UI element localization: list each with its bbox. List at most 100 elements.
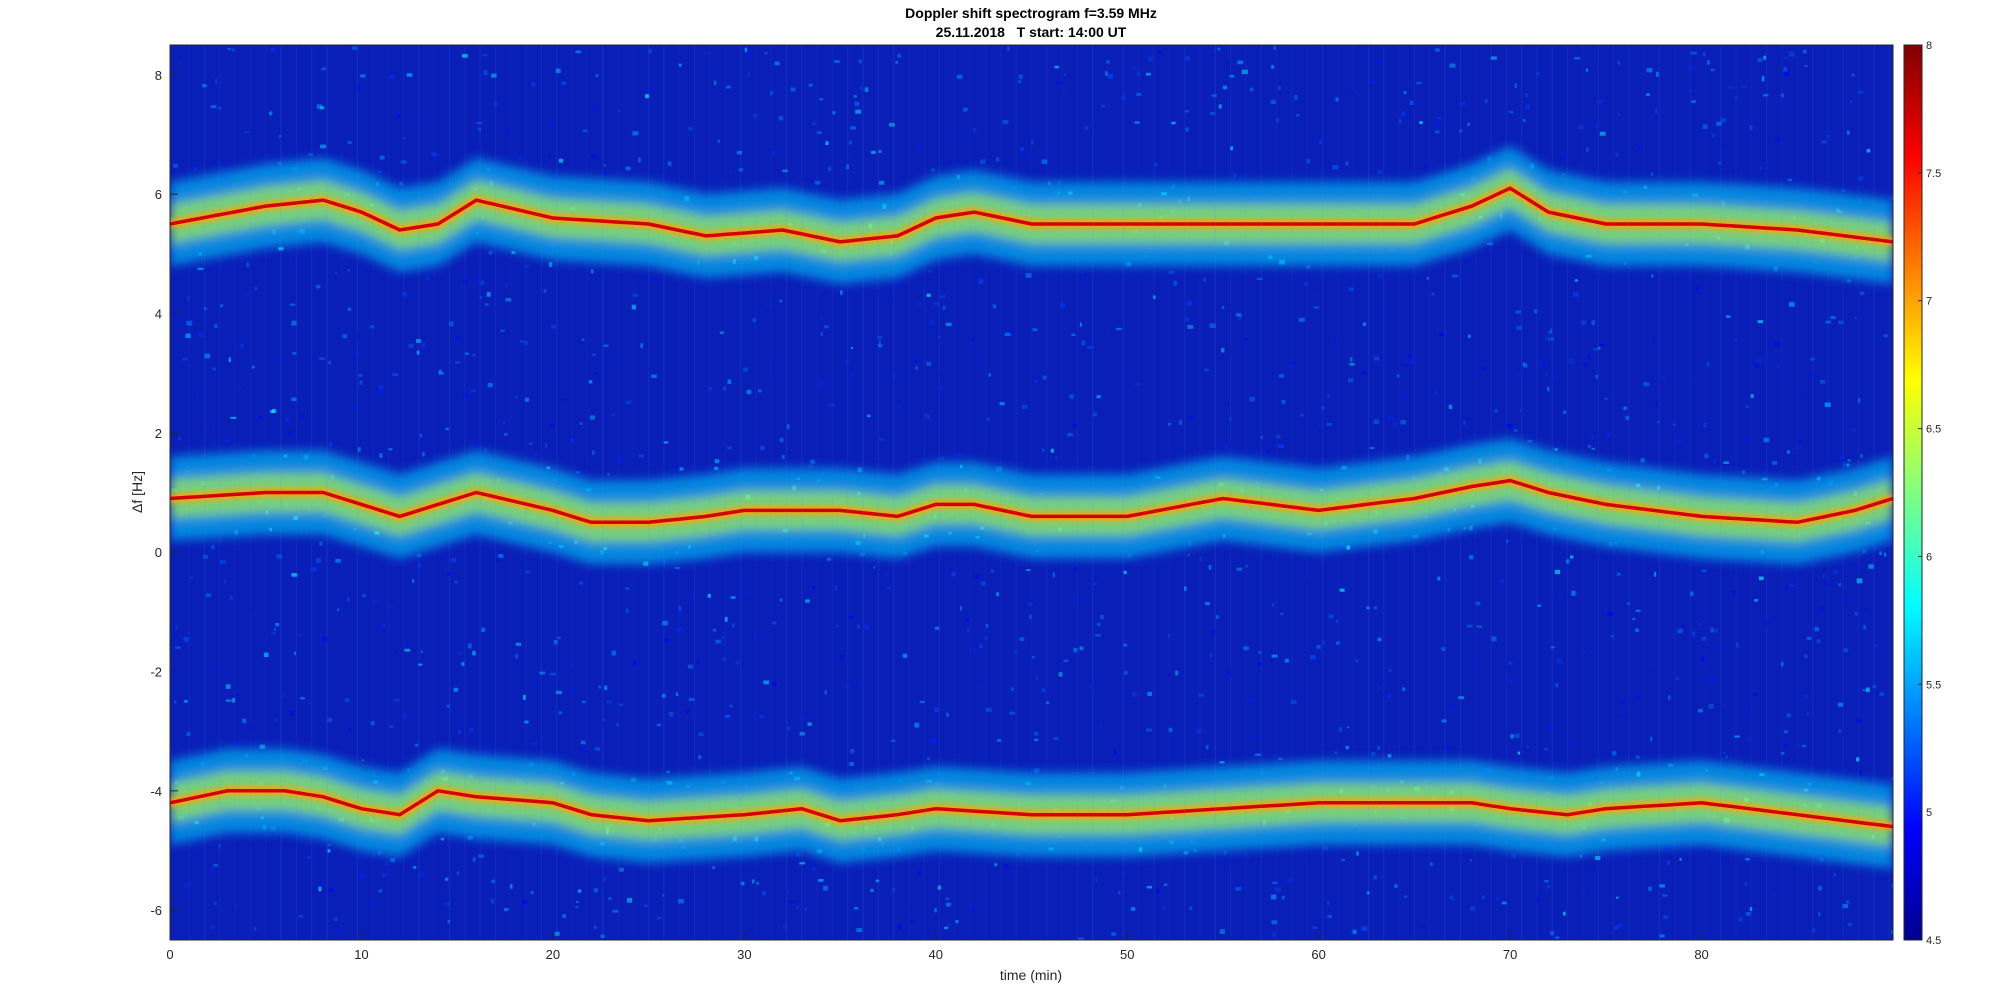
noise-speck bbox=[1135, 382, 1141, 386]
noise-speck bbox=[582, 129, 588, 133]
noise-speck bbox=[1502, 901, 1507, 905]
noise-speck bbox=[1087, 346, 1094, 349]
noise-speck bbox=[1763, 55, 1766, 60]
noise-speck bbox=[183, 637, 189, 642]
noise-speck bbox=[587, 719, 590, 724]
noise-speck bbox=[602, 171, 607, 177]
noise-speck bbox=[1640, 458, 1645, 463]
noise-speck bbox=[972, 648, 977, 653]
noise-speck bbox=[1234, 884, 1240, 889]
noise-speck bbox=[175, 625, 179, 629]
noise-speck bbox=[1189, 906, 1193, 911]
noise-speck bbox=[1028, 603, 1033, 606]
noise-speck bbox=[549, 262, 553, 267]
noise-speck bbox=[206, 593, 212, 598]
noise-speck bbox=[1187, 325, 1194, 329]
noise-speck bbox=[808, 83, 813, 87]
noise-speck bbox=[1466, 624, 1473, 628]
noise-speck bbox=[778, 116, 784, 121]
noise-speck bbox=[945, 322, 952, 327]
noise-speck bbox=[877, 335, 883, 340]
noise-speck bbox=[390, 858, 395, 863]
noise-speck bbox=[570, 663, 573, 668]
noise-speck bbox=[1701, 637, 1707, 641]
noise-speck bbox=[1031, 655, 1035, 659]
noise-speck bbox=[231, 48, 235, 52]
noise-speck bbox=[937, 335, 941, 338]
noise-speck bbox=[848, 140, 852, 145]
noise-speck bbox=[1688, 66, 1693, 71]
traces bbox=[170, 186, 1893, 829]
noise-speck bbox=[1031, 139, 1034, 145]
noise-speck bbox=[1544, 748, 1549, 751]
noise-speck bbox=[220, 304, 223, 307]
noise-speck bbox=[1225, 444, 1228, 449]
noise-speck bbox=[1205, 602, 1210, 606]
noise-speck bbox=[1816, 639, 1821, 643]
noise-speck bbox=[698, 732, 704, 737]
noise-speck bbox=[1830, 316, 1836, 320]
noise-speck bbox=[1718, 161, 1722, 165]
noise-speck bbox=[722, 636, 725, 639]
noise-speck bbox=[1806, 712, 1809, 715]
noise-speck bbox=[1237, 60, 1244, 65]
noise-speck bbox=[503, 908, 509, 912]
noise-speck bbox=[327, 843, 332, 847]
noise-speck bbox=[318, 886, 322, 892]
noise-speck bbox=[1781, 662, 1784, 667]
noise-speck bbox=[607, 473, 610, 476]
noise-speck bbox=[760, 445, 765, 451]
noise-speck bbox=[1349, 362, 1355, 366]
noise-speck bbox=[395, 112, 401, 116]
noise-speck bbox=[828, 403, 835, 407]
noise-speck bbox=[1826, 583, 1829, 587]
noise-speck bbox=[522, 905, 528, 908]
noise-speck bbox=[1448, 895, 1454, 900]
noise-speck bbox=[570, 438, 575, 443]
noise-speck bbox=[1025, 273, 1032, 278]
noise-speck bbox=[1784, 730, 1788, 734]
noise-speck bbox=[808, 464, 814, 469]
noise-speck bbox=[215, 79, 218, 84]
noise-speck bbox=[333, 917, 338, 921]
noise-speck bbox=[1236, 313, 1242, 317]
noise-speck bbox=[197, 267, 204, 270]
noise-speck bbox=[412, 579, 415, 583]
noise-speck bbox=[431, 152, 438, 157]
noise-speck bbox=[586, 457, 589, 460]
noise-speck bbox=[714, 466, 719, 471]
noise-speck bbox=[406, 73, 413, 77]
noise-speck bbox=[1781, 752, 1785, 755]
colorbar-tick-label: 7 bbox=[1926, 296, 1932, 308]
noise-speck bbox=[1225, 402, 1228, 405]
noise-speck bbox=[1328, 614, 1334, 619]
noise-speck bbox=[217, 107, 222, 110]
noise-speck bbox=[1500, 579, 1504, 583]
noise-speck bbox=[1511, 853, 1516, 858]
noise-speck bbox=[1842, 904, 1849, 909]
noise-speck bbox=[1175, 670, 1179, 676]
noise-speck bbox=[727, 379, 732, 384]
noise-speck bbox=[1802, 49, 1807, 54]
noise-speck bbox=[1470, 859, 1472, 862]
noise-speck bbox=[1708, 703, 1714, 709]
noise-speck bbox=[347, 597, 350, 602]
noise-speck bbox=[270, 410, 275, 413]
noise-speck bbox=[1716, 121, 1722, 126]
noise-speck bbox=[1106, 60, 1110, 64]
noise-speck bbox=[254, 927, 257, 931]
noise-speck bbox=[840, 290, 843, 295]
noise-speck bbox=[1401, 111, 1406, 116]
noise-speck bbox=[382, 623, 386, 628]
noise-speck bbox=[1020, 153, 1026, 157]
noise-speck bbox=[1548, 331, 1553, 334]
noise-speck bbox=[1524, 93, 1528, 98]
noise-speck bbox=[1662, 894, 1668, 897]
noise-speck bbox=[315, 558, 321, 563]
noise-speck bbox=[663, 441, 669, 444]
noise-speck bbox=[454, 580, 459, 584]
noise-speck bbox=[1426, 277, 1429, 280]
noise-speck bbox=[1294, 95, 1298, 100]
noise-speck bbox=[575, 50, 582, 54]
noise-speck bbox=[996, 592, 1000, 597]
